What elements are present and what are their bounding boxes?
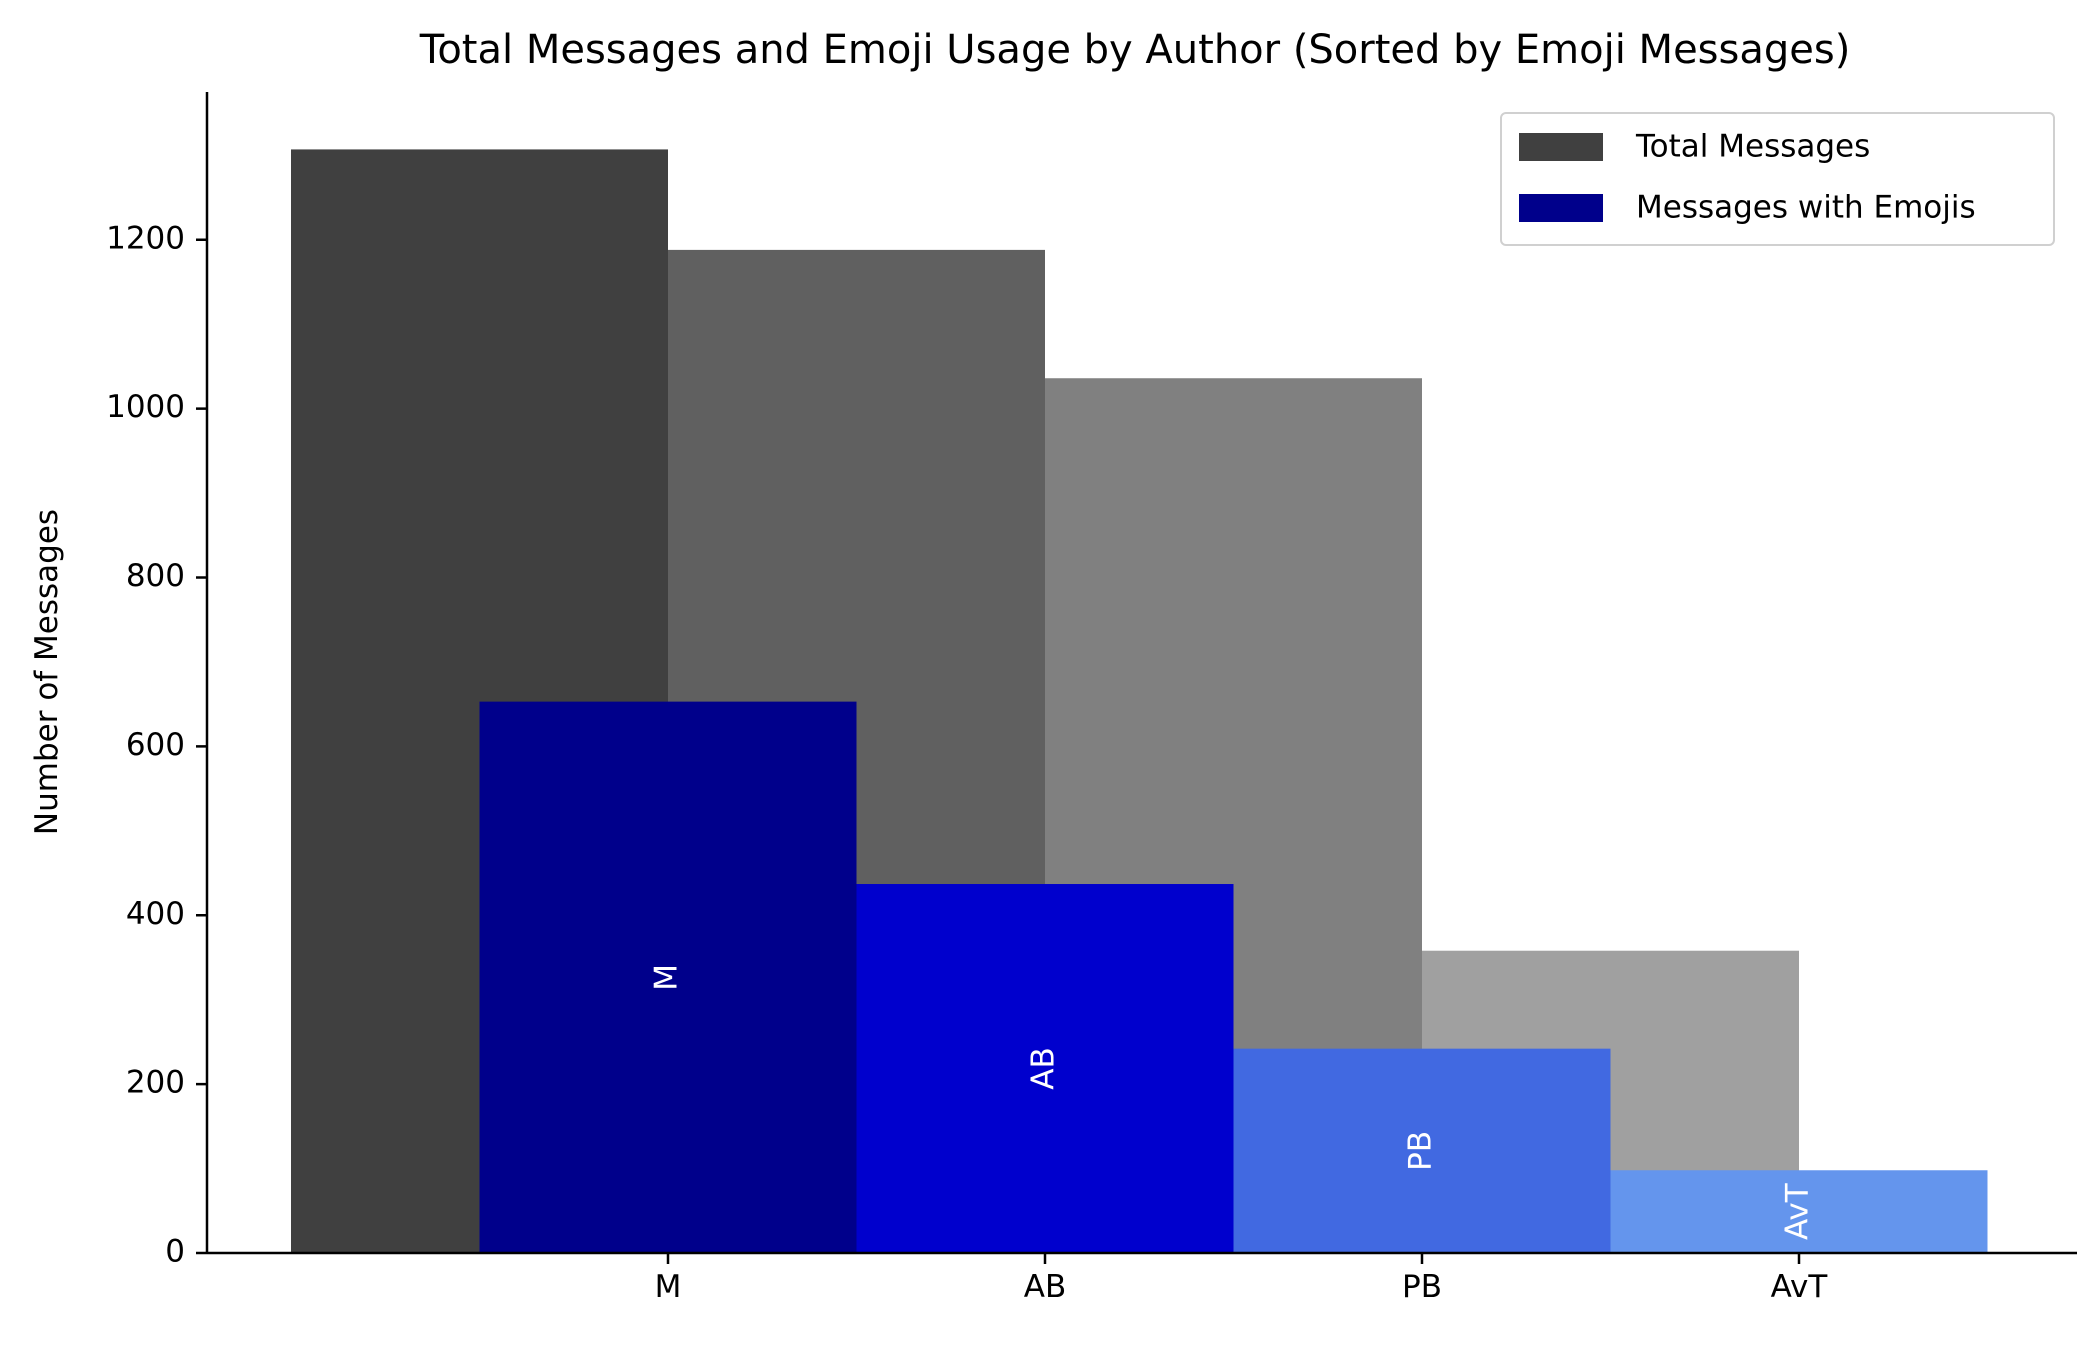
bar-inner-label-avt: AvT [1780, 1182, 1816, 1240]
emoji-messages-bar-avt [1610, 1170, 1988, 1253]
legend-label-total-messages: Total Messages [1635, 129, 1870, 165]
y-tick-label: 200 [126, 1065, 185, 1101]
legend-swatch-total-messages [1519, 133, 1603, 161]
y-tick-label: 600 [126, 727, 185, 763]
legend: Total Messages Messages with Emojis [1500, 112, 2055, 246]
emoji-messages-bar-pb [1233, 1048, 1611, 1253]
bar-inner-label-ab: AB [1026, 1047, 1062, 1089]
x-tick-label-ab: AB [1024, 1269, 1066, 1305]
legend-swatch-emoji-messages [1519, 194, 1603, 222]
bar-inner-label-pb: PB [1403, 1131, 1439, 1171]
bars-layer [291, 149, 1988, 1253]
emoji-messages-bar-ab [856, 884, 1234, 1253]
y-axis-label: Number of Messages [29, 509, 65, 835]
legend-label-emoji-messages: Messages with Emojis [1636, 190, 1976, 226]
y-tick-label: 0 [165, 1234, 185, 1270]
y-tick-label: 400 [126, 896, 185, 932]
chart-title: Total Messages and Emoji Usage by Author… [419, 27, 1851, 73]
bar-labels-layer: M AB PB AvT [649, 964, 1816, 1240]
x-tick-label-pb: PB [1402, 1269, 1442, 1305]
axes-layer: 0 200 400 600 800 1000 1200 M AB PB AvT [106, 92, 2077, 1305]
y-tick-label: 1200 [106, 220, 185, 256]
x-tick-label-avt: AvT [1771, 1269, 1829, 1305]
x-tick-label-m: M [655, 1269, 682, 1305]
bar-inner-label-m: M [649, 964, 685, 991]
legend-box [1500, 112, 2055, 246]
y-tick-label: 1000 [106, 389, 185, 425]
y-tick-label: 800 [126, 558, 185, 594]
emoji-messages-bar-m [479, 701, 857, 1253]
